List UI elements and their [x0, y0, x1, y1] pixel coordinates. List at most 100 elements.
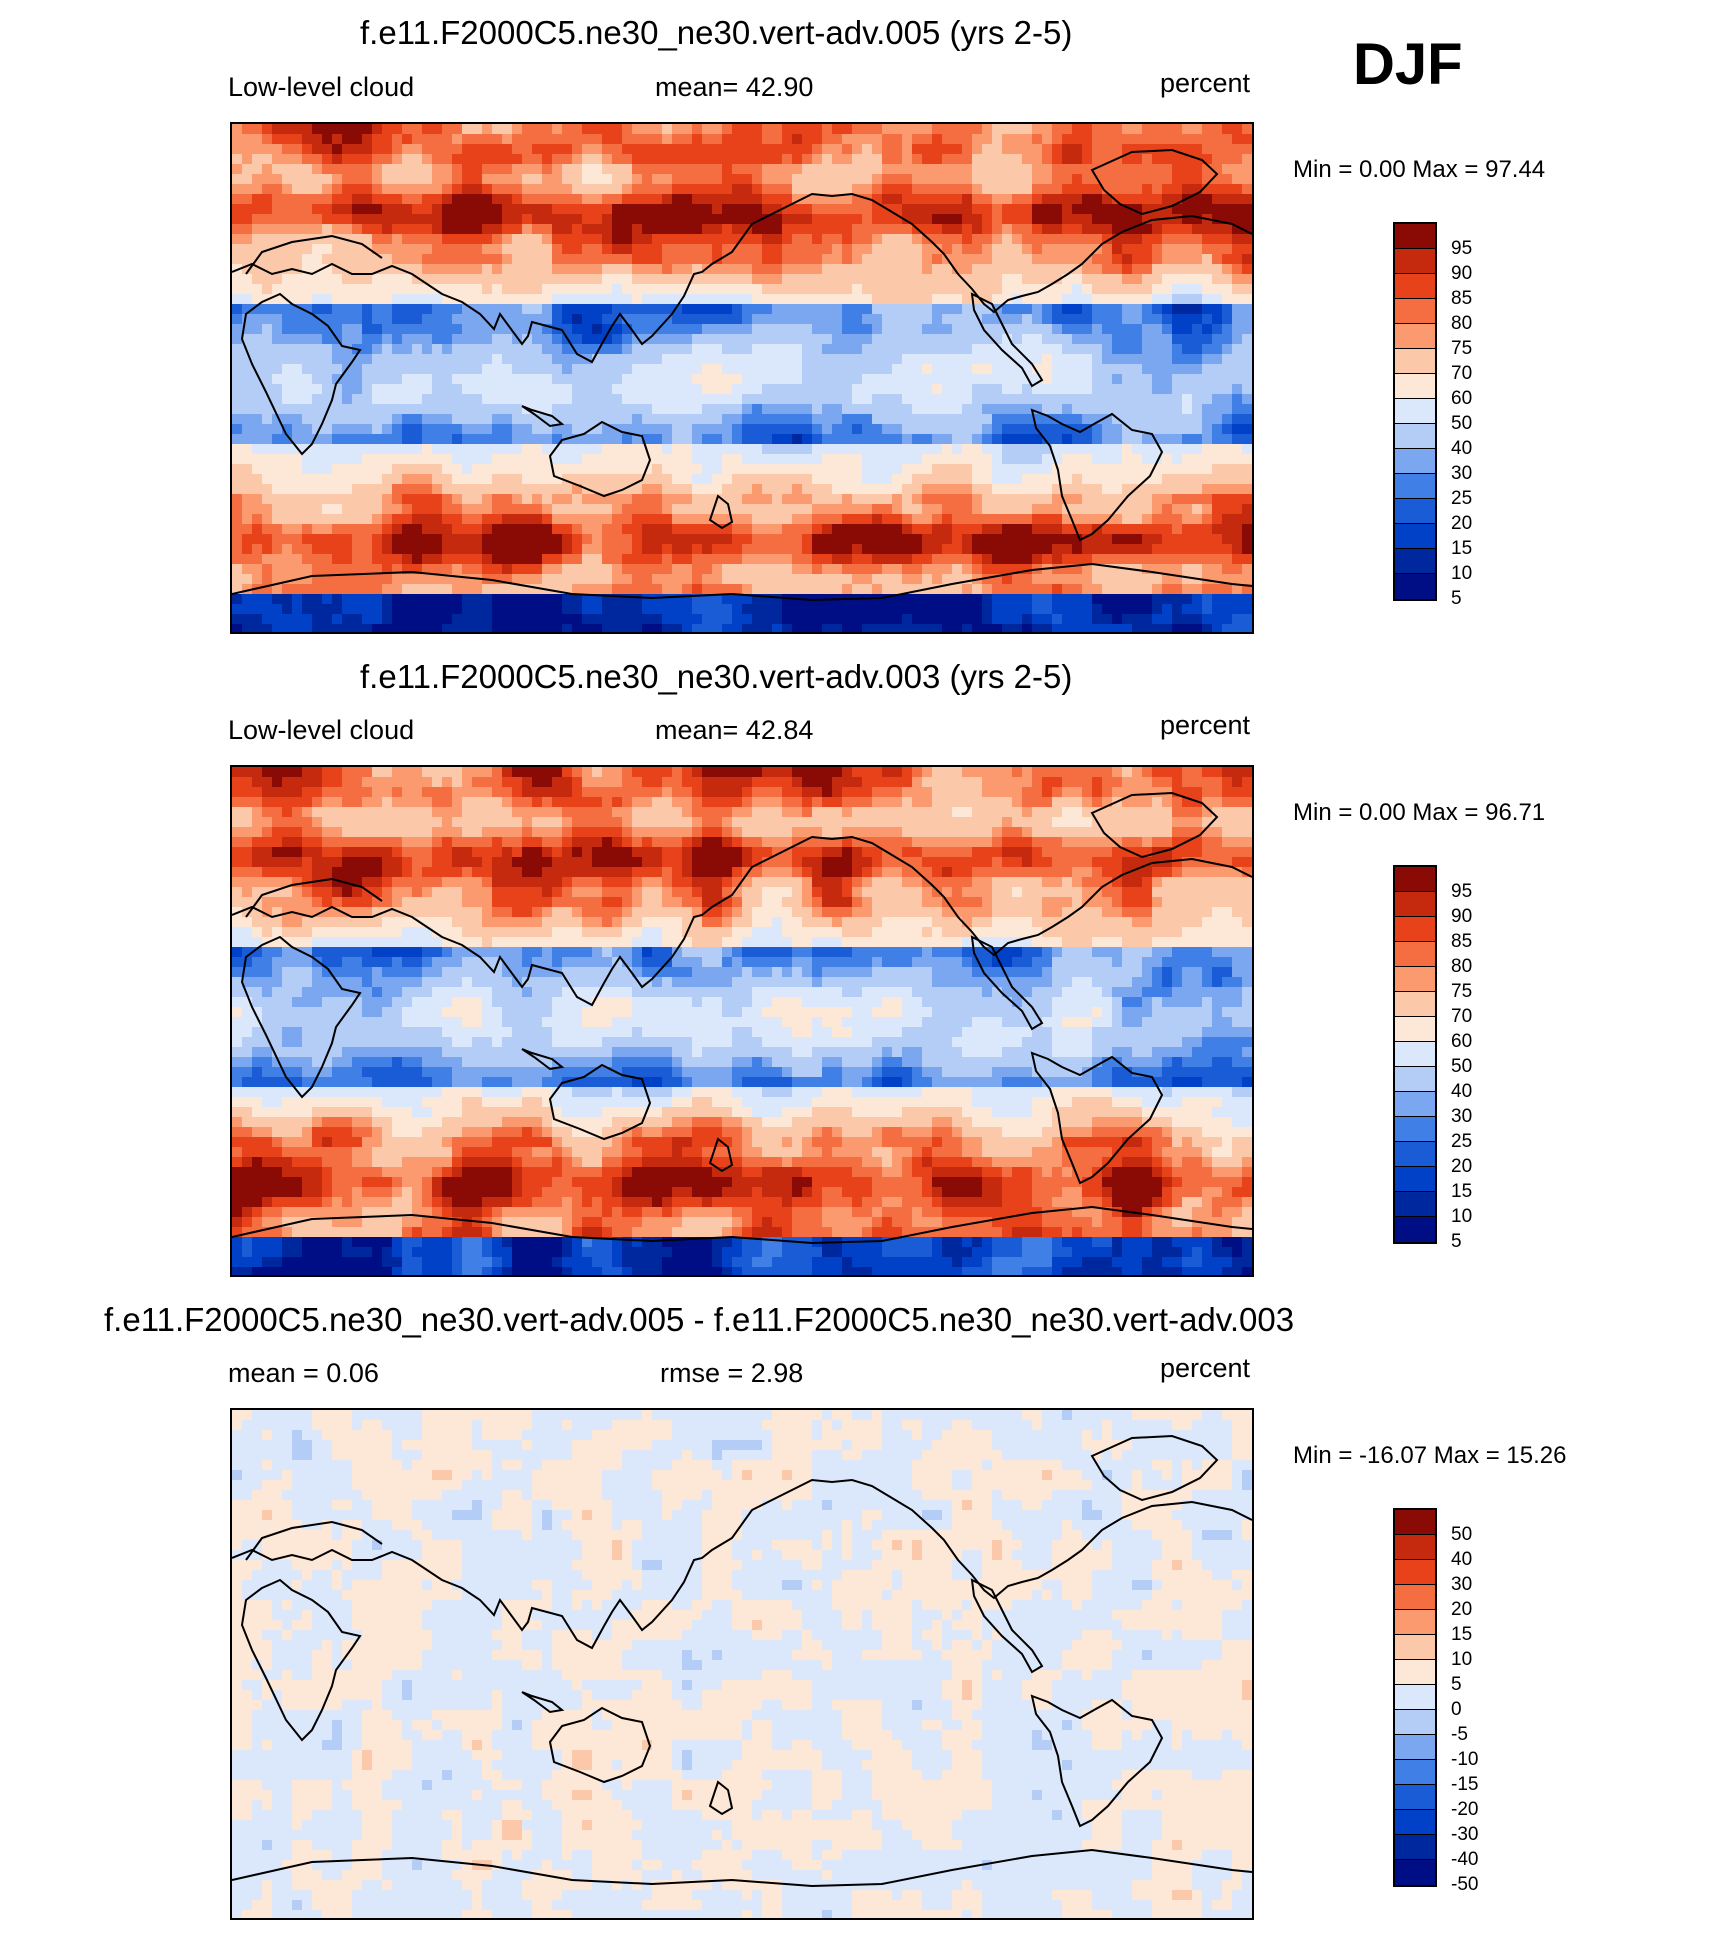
field-cell	[242, 444, 253, 455]
field-cell	[512, 334, 523, 345]
field-cell	[852, 534, 863, 545]
field-cell	[442, 544, 453, 555]
field-cell	[1242, 194, 1252, 205]
field-cell	[1122, 294, 1133, 305]
field-cell	[622, 314, 633, 325]
field-cell	[542, 394, 553, 405]
field-cell	[962, 424, 973, 435]
field-cell	[552, 564, 563, 575]
field-cell	[332, 504, 343, 515]
field-cell	[232, 174, 243, 185]
field-cell	[1122, 264, 1133, 275]
field-cell	[572, 404, 583, 415]
field-cell	[822, 514, 833, 525]
field-cell	[1012, 184, 1023, 195]
field-cell	[362, 414, 373, 425]
field-cell	[412, 344, 423, 355]
field-cell	[872, 184, 883, 195]
field-cell	[1172, 484, 1183, 495]
field-cell	[682, 534, 693, 545]
field-cell	[1232, 594, 1243, 605]
field-cell	[1042, 444, 1053, 455]
field-cell	[462, 144, 473, 155]
field-cell	[1052, 544, 1063, 555]
field-cell	[242, 364, 253, 375]
field-cell	[912, 294, 923, 305]
field-cell	[752, 574, 763, 585]
field-cell	[312, 294, 323, 305]
field-cell	[1102, 204, 1113, 215]
field-cell	[392, 374, 403, 385]
field-cell	[952, 324, 963, 335]
field-cell	[1172, 394, 1183, 405]
field-cell	[812, 524, 823, 535]
field-cell	[752, 594, 763, 605]
field-cell	[512, 384, 523, 395]
field-cell	[352, 514, 363, 525]
field-cell	[782, 144, 793, 155]
field-cell	[332, 264, 343, 275]
field-cell	[1092, 434, 1103, 445]
field-cell	[572, 574, 583, 585]
field-cell	[662, 164, 673, 175]
field-cell	[762, 274, 773, 285]
field-cell	[1222, 234, 1233, 245]
field-cell	[242, 324, 253, 335]
field-cell	[352, 304, 363, 315]
field-cell	[822, 314, 833, 325]
field-cell	[542, 274, 553, 285]
field-cell	[742, 254, 753, 265]
field-cell	[432, 344, 443, 355]
field-cell	[1092, 134, 1103, 145]
field-cell	[1182, 544, 1193, 555]
field-cell	[1172, 164, 1183, 175]
field-cell	[1102, 434, 1113, 445]
field-cell	[942, 244, 953, 255]
field-cell	[832, 534, 843, 545]
field-cell	[412, 434, 423, 445]
field-cell	[502, 214, 513, 225]
field-cell	[472, 264, 483, 275]
field-cell	[882, 184, 893, 195]
field-cell	[1182, 264, 1193, 275]
field-cell	[232, 234, 243, 245]
field-cell	[592, 274, 603, 285]
field-cell	[1202, 234, 1213, 245]
field-cell	[532, 184, 543, 195]
field-cell	[952, 414, 963, 425]
field-cell	[842, 264, 853, 275]
field-cell	[482, 424, 493, 435]
field-cell	[382, 284, 393, 295]
field-cell	[382, 554, 393, 565]
field-cell	[752, 354, 763, 365]
field-cell	[822, 374, 833, 385]
field-cell	[872, 464, 883, 475]
field-cell	[1132, 184, 1143, 195]
field-cell	[892, 304, 903, 315]
field-cell	[832, 544, 843, 555]
field-cell	[1032, 574, 1043, 585]
field-cell	[822, 384, 833, 395]
field-cell	[1132, 254, 1143, 265]
field-cell	[412, 284, 423, 295]
field-cell	[1022, 184, 1033, 195]
field-cell	[1082, 134, 1093, 145]
field-cell	[302, 564, 313, 575]
field-cell	[462, 554, 473, 565]
field-cell	[812, 464, 823, 475]
field-cell	[1112, 564, 1123, 575]
field-cell	[802, 404, 813, 415]
field-cell	[822, 544, 833, 555]
field-cell	[442, 304, 453, 315]
field-cell	[1242, 154, 1252, 165]
field-cell	[562, 494, 573, 505]
field-cell	[462, 584, 473, 595]
field-cell	[1232, 364, 1243, 375]
field-cell	[1042, 134, 1053, 145]
field-cell	[652, 134, 663, 145]
field-cell	[622, 544, 633, 555]
field-cell	[902, 594, 913, 605]
field-cell	[452, 564, 463, 575]
field-cell	[682, 434, 693, 445]
field-cell	[1122, 234, 1133, 245]
